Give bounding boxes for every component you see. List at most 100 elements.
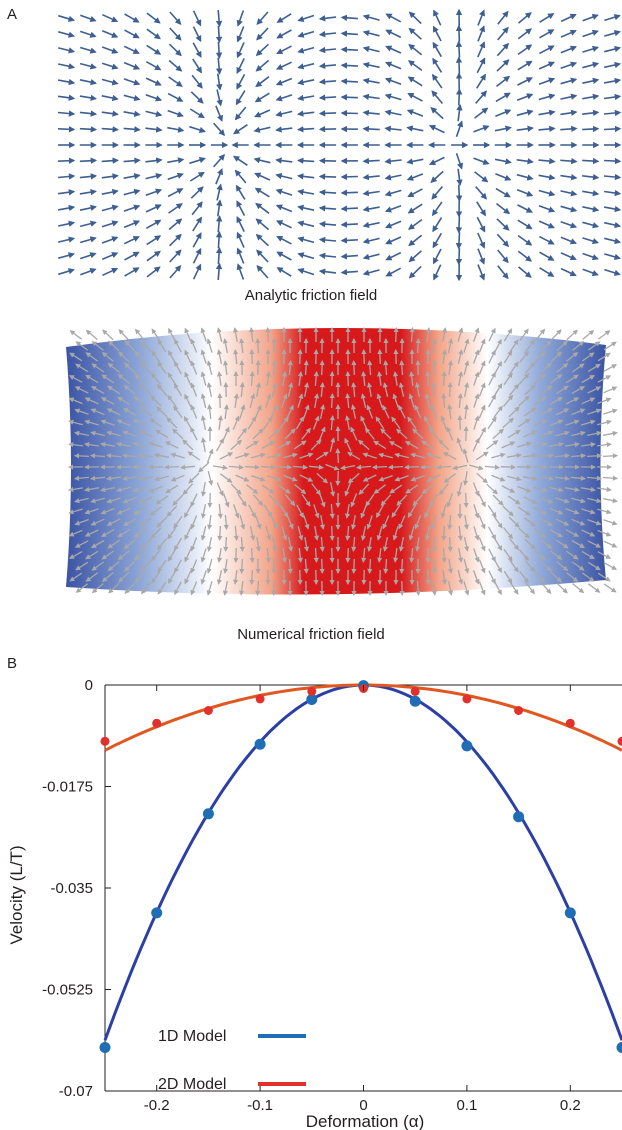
numerical-arrow: [281, 526, 288, 541]
numerical-arrow: [207, 515, 213, 530]
numerical-arrow: [383, 359, 389, 376]
numerical-arrow: [74, 408, 89, 415]
numerical-arrow: [340, 464, 356, 471]
numerical-arrow: [249, 547, 255, 564]
numerical-arrow: [566, 352, 579, 362]
numerical-arrow: [190, 338, 198, 353]
analytic-arrow: [169, 249, 182, 263]
analytic-arrow: [192, 58, 202, 74]
numerical-arrow: [223, 360, 229, 375]
numerical-arrow: [335, 470, 341, 487]
analytic-arrow: [430, 170, 444, 183]
numerical-arrow: [524, 517, 537, 527]
analytic-arrow: [385, 61, 402, 70]
analytic-arrow: [477, 41, 486, 58]
analytic-arrow: [254, 187, 270, 198]
numerical-arrow: [311, 483, 321, 496]
numerical-arrow: [319, 514, 326, 530]
analytic-arrow: [123, 157, 141, 164]
numerical-arrow: [435, 464, 452, 470]
numerical-arrow: [555, 430, 570, 437]
numerical-arrow: [265, 371, 271, 386]
analytic-arrow: [297, 46, 315, 54]
numerical-arrow: [431, 581, 437, 596]
analytic-arrow: [582, 93, 600, 101]
numerical-arrow: [405, 484, 419, 494]
analytic-arrow: [58, 47, 76, 54]
analytic-arrow: [560, 77, 578, 85]
numerical-arrow: [279, 504, 289, 518]
analytic-arrow: [538, 125, 556, 133]
analytic-arrow: [406, 173, 424, 181]
numerical-arrow: [463, 492, 469, 509]
data-point-1d: [151, 907, 163, 919]
analytic-arrow: [215, 231, 223, 249]
numerical-arrow: [206, 448, 214, 463]
numerical-arrow: [565, 419, 580, 426]
numerical-arrow: [375, 416, 385, 430]
numerical-arrow: [319, 381, 325, 398]
data-point-2d: [152, 718, 162, 728]
numerical-arrow: [200, 481, 207, 497]
analytic-arrow: [318, 173, 337, 180]
analytic-arrow: [101, 110, 119, 117]
numerical-arrow: [156, 383, 167, 396]
analytic-arrow: [582, 221, 600, 229]
analytic-arrow: [79, 62, 97, 70]
analytic-arrow: [340, 173, 358, 181]
numerical-arrow: [206, 536, 213, 552]
numerical-arrow: [509, 383, 520, 396]
legend-1d-label: 1D Model: [158, 1028, 226, 1045]
numerical-arrow: [293, 440, 307, 450]
analytic-arrow: [80, 268, 97, 276]
analytic-arrow: [560, 173, 578, 181]
analytic-arrow: [516, 188, 534, 197]
analytic-arrow: [473, 125, 490, 133]
analytic-arrow: [497, 265, 509, 280]
numerical-arrow: [377, 371, 383, 386]
numerical-arrow: [597, 551, 612, 559]
numerical-arrow: [277, 441, 292, 449]
numerical-arrow: [421, 440, 435, 450]
analytic-arrow: [431, 90, 444, 105]
analytic-arrow: [318, 252, 337, 260]
analytic-arrow: [79, 173, 98, 180]
numerical-arrow: [358, 483, 370, 495]
numerical-arrow: [283, 452, 298, 459]
analytic-arrow: [455, 24, 463, 42]
numerical-arrow: [173, 405, 183, 419]
analytic-arrow: [123, 236, 140, 245]
analytic-arrow: [516, 109, 534, 117]
numerical-arrow: [424, 415, 432, 430]
numerical-arrow: [188, 472, 200, 484]
analytic-arrow: [275, 77, 293, 86]
analytic-arrow: [362, 173, 380, 181]
numerical-arrow: [89, 453, 106, 459]
analytic-arrow: [582, 252, 599, 261]
chart-ticks: -0.2 -0.1 0 0.1 0.2 0 -0.0175 -0.035 -0.0525 -0.0…: [42, 677, 581, 1114]
numerical-arrow: [237, 493, 247, 507]
numerical-arrow: [570, 453, 587, 459]
numerical-arrow: [404, 441, 419, 449]
numerical-arrow: [414, 382, 421, 398]
numerical-arrow: [117, 550, 130, 561]
analytic-arrow: [432, 25, 442, 42]
numerical-arrow: [351, 558, 357, 575]
analytic-arrow: [604, 30, 621, 37]
analytic-arrow: [276, 29, 292, 39]
analytic-arrow: [167, 157, 185, 164]
analytic-arrow: [456, 184, 463, 202]
analytic-arrow: [57, 189, 76, 196]
numerical-arrow: [157, 559, 167, 573]
analytic-arrow: [123, 94, 141, 102]
numerical-arrow: [398, 382, 405, 397]
numerical-arrow: [603, 341, 617, 351]
analytic-arrow: [146, 250, 161, 262]
analytic-arrow: [123, 110, 141, 117]
analytic-arrow: [236, 10, 245, 27]
analytic-arrow: [253, 157, 271, 164]
numerical-arrow: [325, 463, 340, 471]
numerical-field-caption: Numerical friction field: [237, 626, 385, 643]
analytic-arrow: [256, 249, 269, 263]
numerical-arrow: [409, 371, 415, 386]
